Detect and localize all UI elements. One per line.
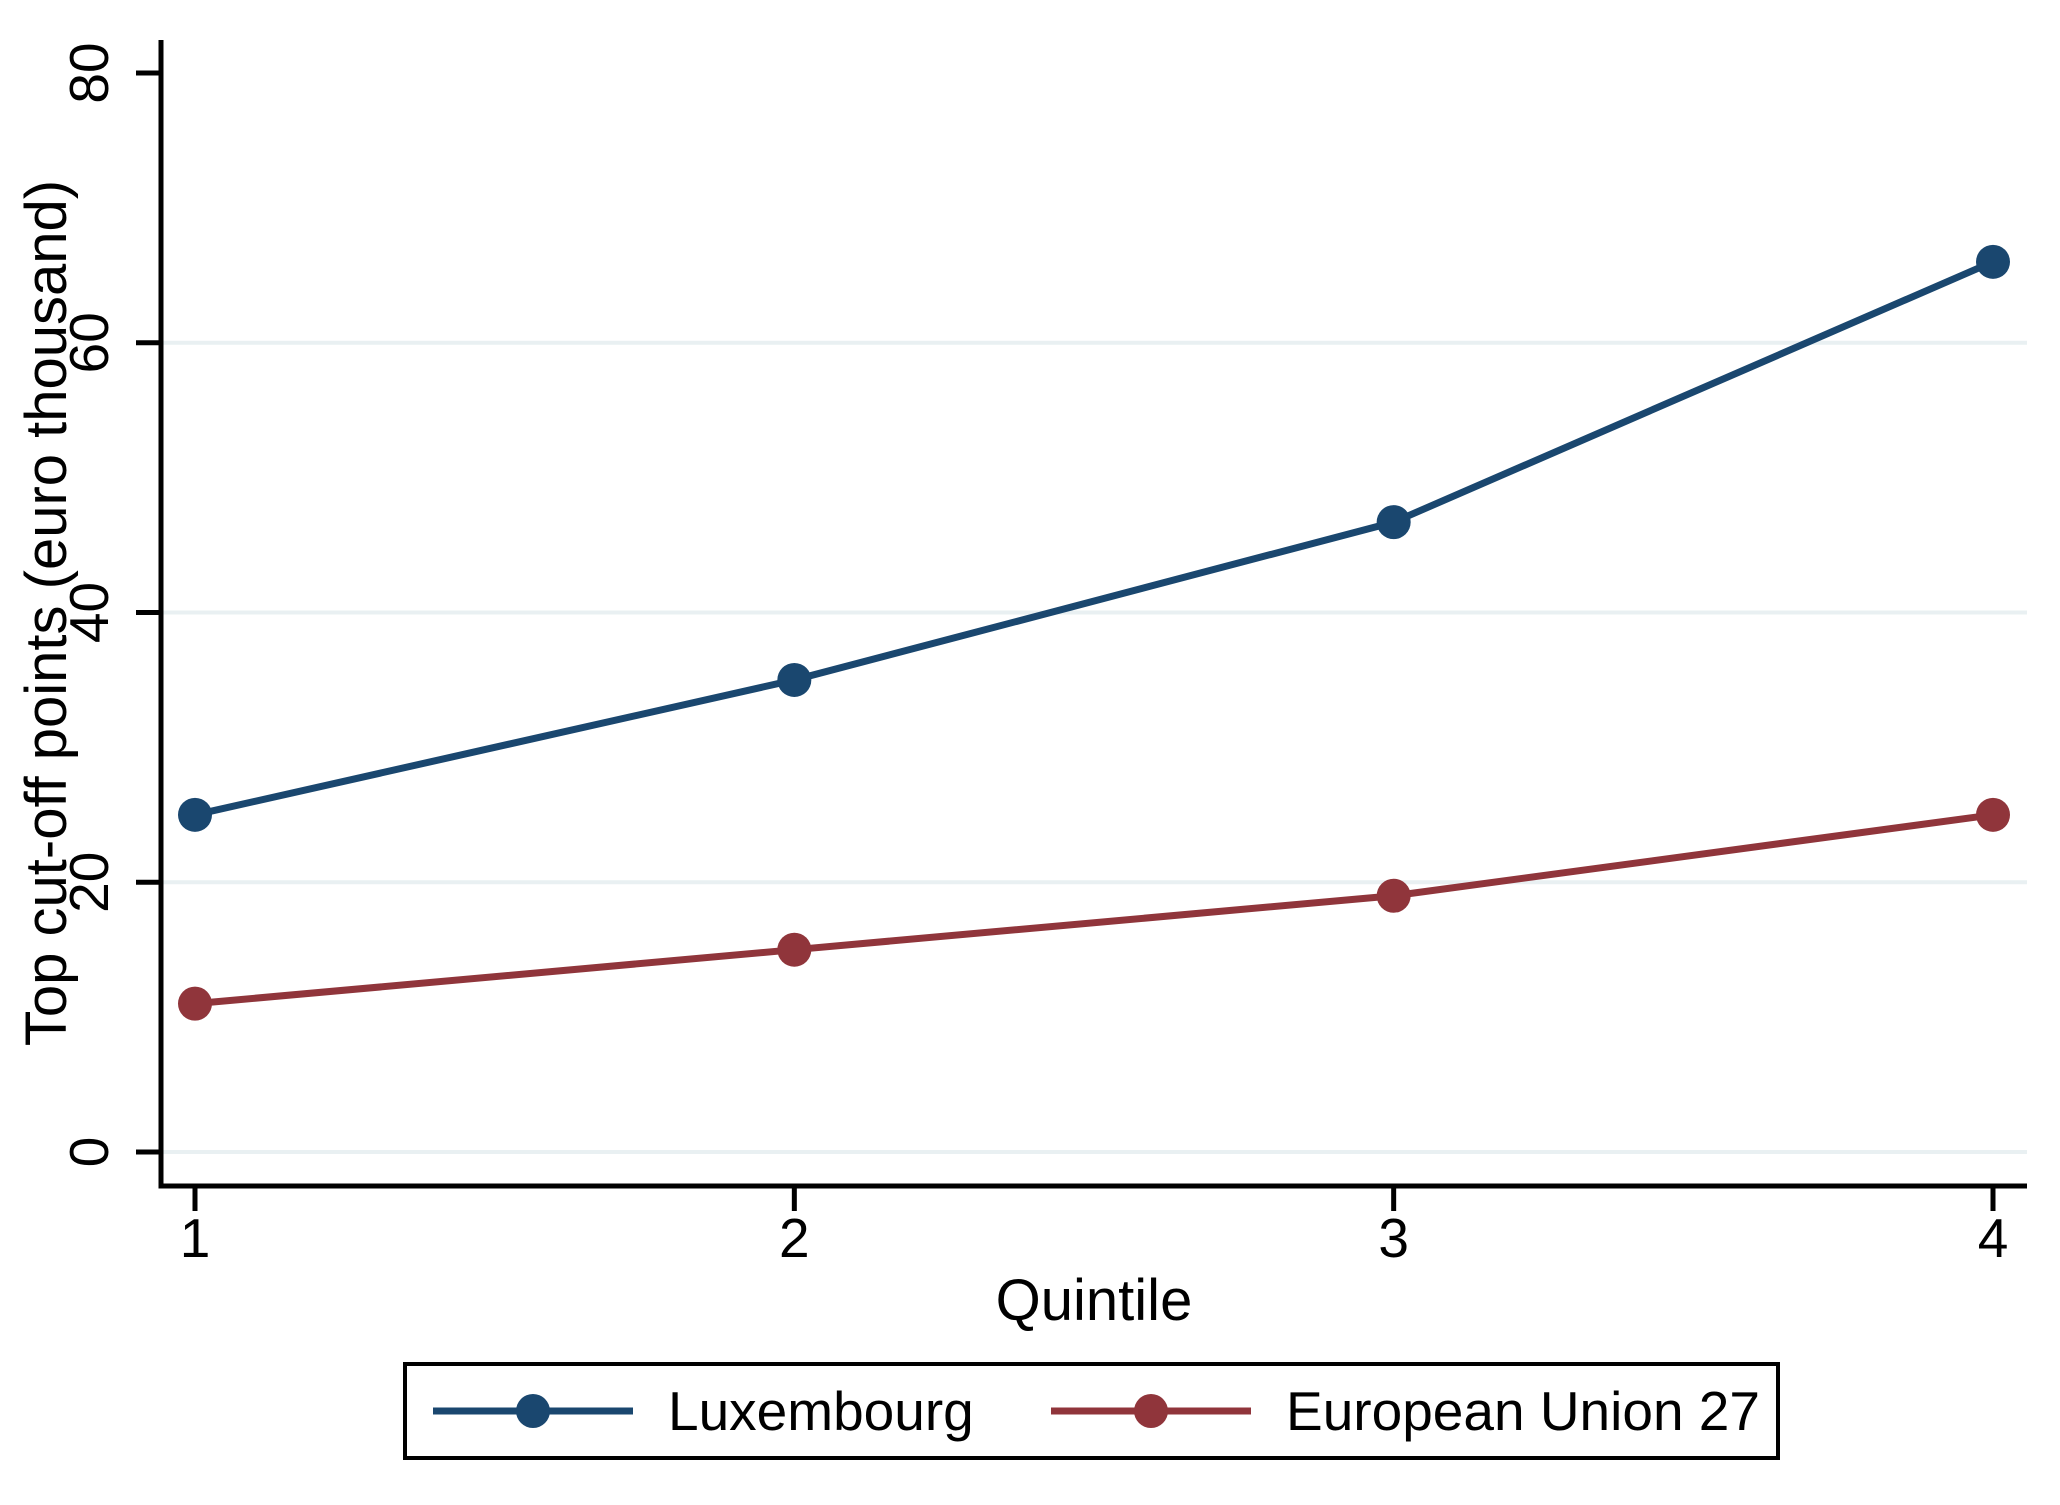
x-tick-label-3: 3 <box>1378 1207 1409 1269</box>
axes-layer: 0 20 40 60 80 1 2 3 4 <box>58 40 2027 1269</box>
legend: Luxembourg European Union 27 <box>403 1362 1780 1460</box>
y-tick-label-80: 80 <box>58 42 120 103</box>
y-axis-title: Top cut-off points (euro thousand) <box>14 180 79 1046</box>
x-axis-title: Quintile <box>996 1268 1193 1333</box>
european-union-27-line-marker-icon <box>1051 1394 1252 1428</box>
legend-label-luxembourg: Luxembourg <box>668 1379 974 1442</box>
series-layer <box>178 244 2010 1021</box>
series-line-luxembourg <box>194 258 1995 819</box>
data-point-luxembourg-q1 <box>178 797 212 832</box>
data-point-european-union-27-q1 <box>178 986 212 1021</box>
luxembourg-line-marker-icon <box>433 1394 633 1428</box>
data-point-european-union-27-q2 <box>777 932 812 967</box>
data-point-luxembourg-q4 <box>1975 244 2010 279</box>
x-tick-label-4: 4 <box>1978 1207 2009 1269</box>
legend-item-european-union-27: European Union 27 <box>1051 1379 1760 1442</box>
data-point-luxembourg-q3 <box>1376 505 1411 540</box>
legend-item-luxembourg: Luxembourg <box>433 1379 974 1442</box>
y-tick-label-40: 40 <box>58 582 120 643</box>
x-tick-label-2: 2 <box>779 1207 810 1269</box>
x-tick-label-1: 1 <box>180 1207 211 1269</box>
gridlines-layer <box>161 340 2027 1154</box>
data-point-european-union-27-q3 <box>1376 878 1411 913</box>
data-point-european-union-27-q4 <box>1975 797 2010 832</box>
y-tick-label-0: 0 <box>58 1137 120 1168</box>
y-tick-label-20: 20 <box>58 852 120 913</box>
legend-label-european-union-27: European Union 27 <box>1286 1379 1760 1442</box>
data-point-luxembourg-q2 <box>777 662 812 697</box>
y-tick-label-60: 60 <box>58 312 120 373</box>
series-line-european-union-27 <box>194 811 1994 1008</box>
